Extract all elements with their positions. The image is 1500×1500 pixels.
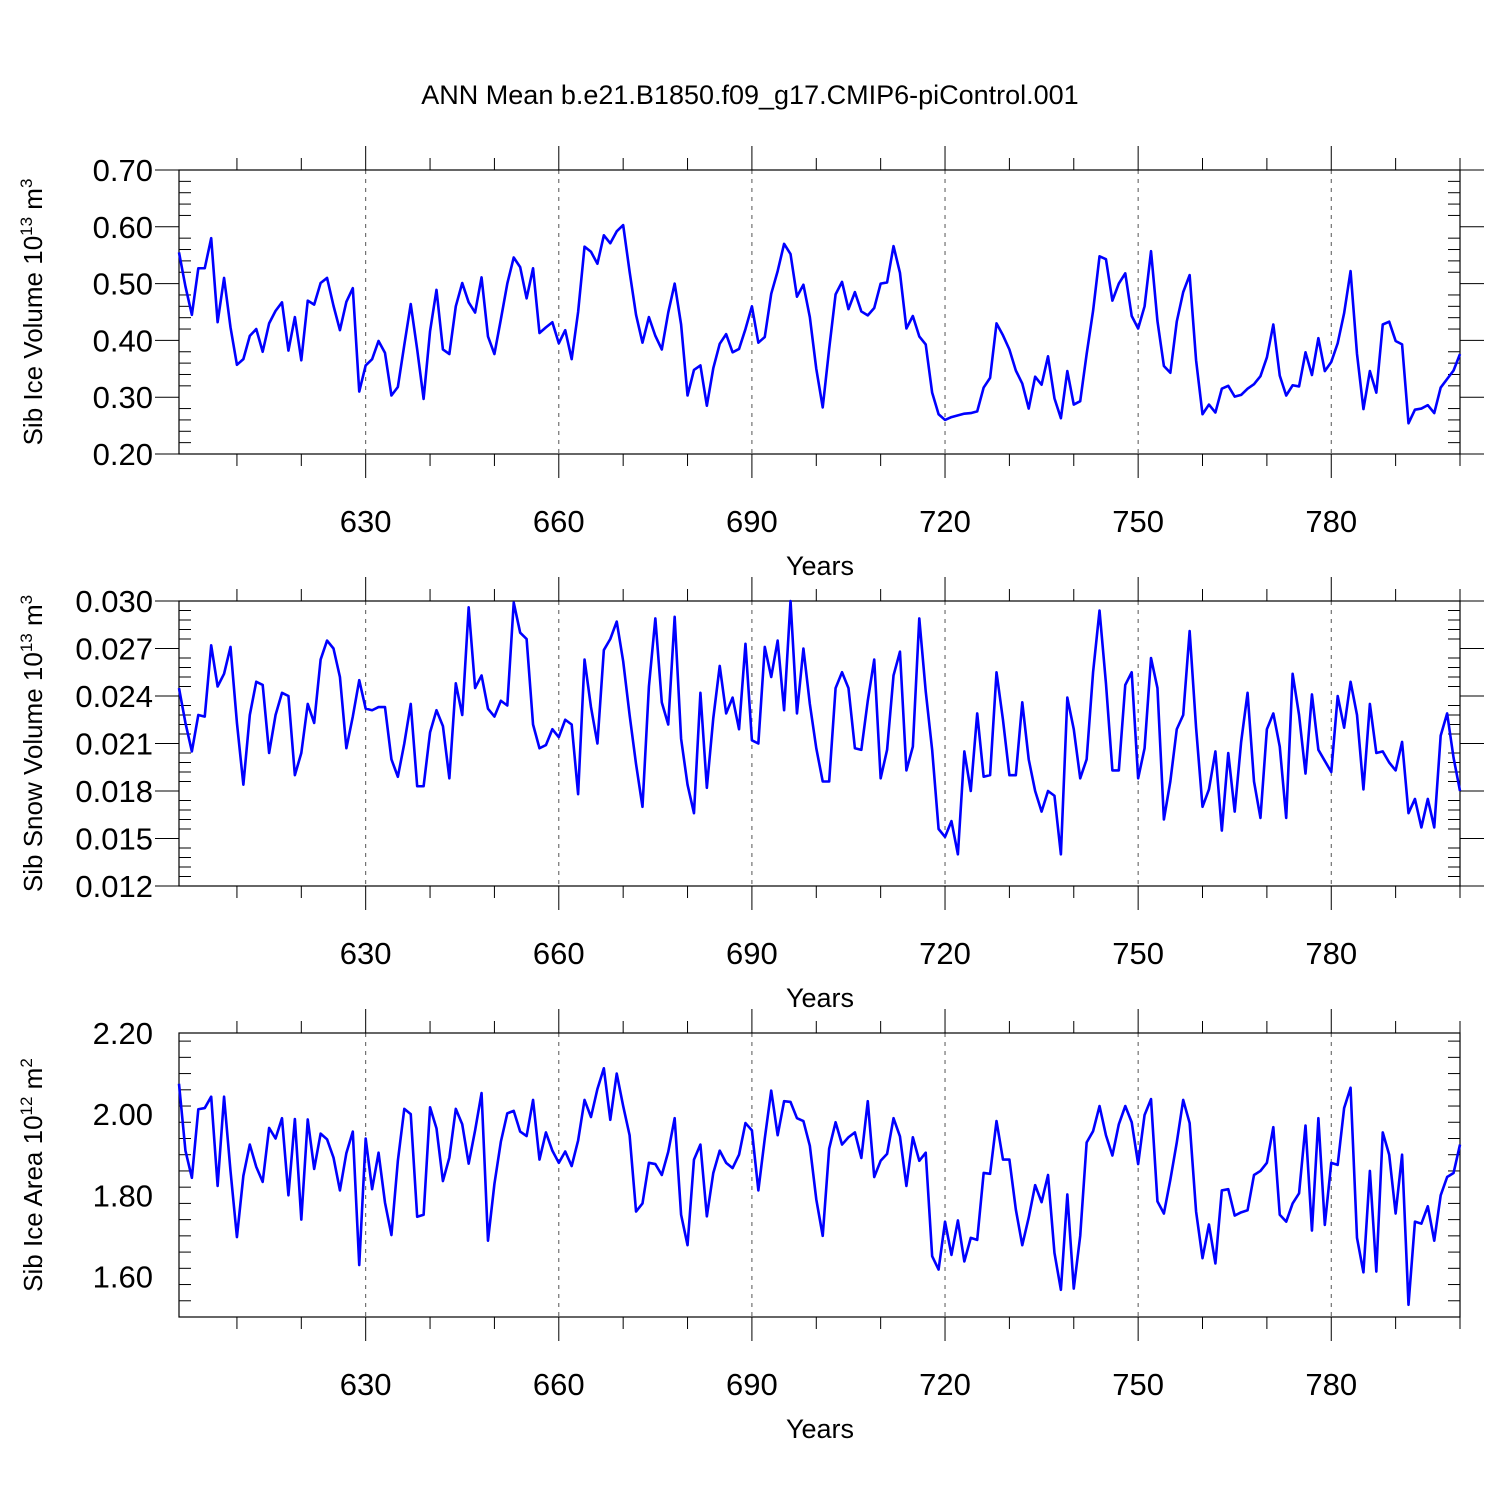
chart2-xtick-label: 660 bbox=[533, 1367, 585, 1402]
chart2-plot-frame bbox=[178, 1032, 1461, 1318]
chart1-ytick-label: 0.015 bbox=[75, 822, 153, 857]
chart0-xtick-label: 660 bbox=[533, 504, 585, 539]
chart2-ytick-label: 2.00 bbox=[93, 1097, 153, 1132]
chart1-ytick-label: 0.021 bbox=[75, 727, 153, 762]
chart0-xtick-label: 690 bbox=[726, 504, 778, 539]
chart0-ytick-label: 0.30 bbox=[93, 380, 153, 415]
chart0-ytick-label: 0.50 bbox=[93, 267, 153, 302]
chart0-x-axis-label: Years bbox=[786, 551, 854, 581]
figure-title: ANN Mean b.e21.B1850.f09_g17.CMIP6-piCon… bbox=[421, 80, 1079, 110]
chart1-series-line bbox=[177, 599, 1462, 856]
chart1-ytick-label: 0.030 bbox=[75, 584, 153, 619]
chart0-xtick-label: 750 bbox=[1112, 504, 1164, 539]
chart0-xtick-label: 780 bbox=[1305, 504, 1357, 539]
chart2-xtick-label: 690 bbox=[726, 1367, 778, 1402]
chart0-ytick-label: 0.40 bbox=[93, 323, 153, 358]
chart0-xtick-label: 630 bbox=[340, 504, 392, 539]
chart1-ytick-label: 0.018 bbox=[75, 774, 153, 809]
chart1-xtick-label: 660 bbox=[533, 936, 585, 971]
chart0-xtick-label: 720 bbox=[919, 504, 971, 539]
chart1-plot-frame bbox=[178, 600, 1461, 887]
chart2-ytick-label: 2.20 bbox=[93, 1016, 153, 1051]
chart1-ytick-label: 0.012 bbox=[75, 869, 153, 904]
chart2-xtick-label: 720 bbox=[919, 1367, 971, 1402]
chart2-series-line bbox=[177, 1067, 1462, 1307]
chart2-y-axis-label: Sib Ice Area 1012 m2 bbox=[17, 1058, 48, 1292]
chart2-x-axis-label: Years bbox=[786, 1414, 854, 1444]
chart1-y-axis-label: Sib Snow Volume 1013 m3 bbox=[17, 595, 48, 892]
chart0-plot-frame bbox=[178, 169, 1461, 455]
chart1-xtick-label: 630 bbox=[340, 936, 392, 971]
chart2-xtick-label: 630 bbox=[340, 1367, 392, 1402]
chart0-ytick-label: 0.60 bbox=[93, 210, 153, 245]
panel-ice-area: 1.60 1.80 2.00 2.20 630 660 690 720 750 780 Years S… bbox=[17, 1009, 1462, 1444]
chart2-xtick-label: 780 bbox=[1305, 1367, 1357, 1402]
chart1-xtick-label: 690 bbox=[726, 936, 778, 971]
chart1-xtick-label: 750 bbox=[1112, 936, 1164, 971]
panel-snow-volume: 0.012 0.015 0.018 0.021 0.024 0.027 0.030 630 66… bbox=[17, 577, 1484, 1013]
chart0-y-axis-label: Sib Ice Volume 1013 m3 bbox=[17, 179, 48, 446]
chart1-x-axis-label: Years bbox=[786, 983, 854, 1013]
chart1-xtick-label: 720 bbox=[919, 936, 971, 971]
chart0-series-line bbox=[177, 223, 1462, 425]
panel-ice-volume: 0.20 0.30 0.40 0.50 0.60 0.70 630 660 690 720 750 7… bbox=[17, 146, 1484, 581]
chart1-ytick-label: 0.024 bbox=[75, 679, 153, 714]
chart2-ytick-label: 1.60 bbox=[93, 1259, 153, 1294]
chart0-ytick-label: 0.20 bbox=[93, 437, 153, 472]
chart1-xtick-label: 780 bbox=[1305, 936, 1357, 971]
chart1-ytick-label: 0.027 bbox=[75, 632, 153, 667]
chart2-ytick-label: 1.80 bbox=[93, 1178, 153, 1213]
chart0-ytick-label: 0.70 bbox=[93, 153, 153, 188]
chart2-xtick-label: 750 bbox=[1112, 1367, 1164, 1402]
